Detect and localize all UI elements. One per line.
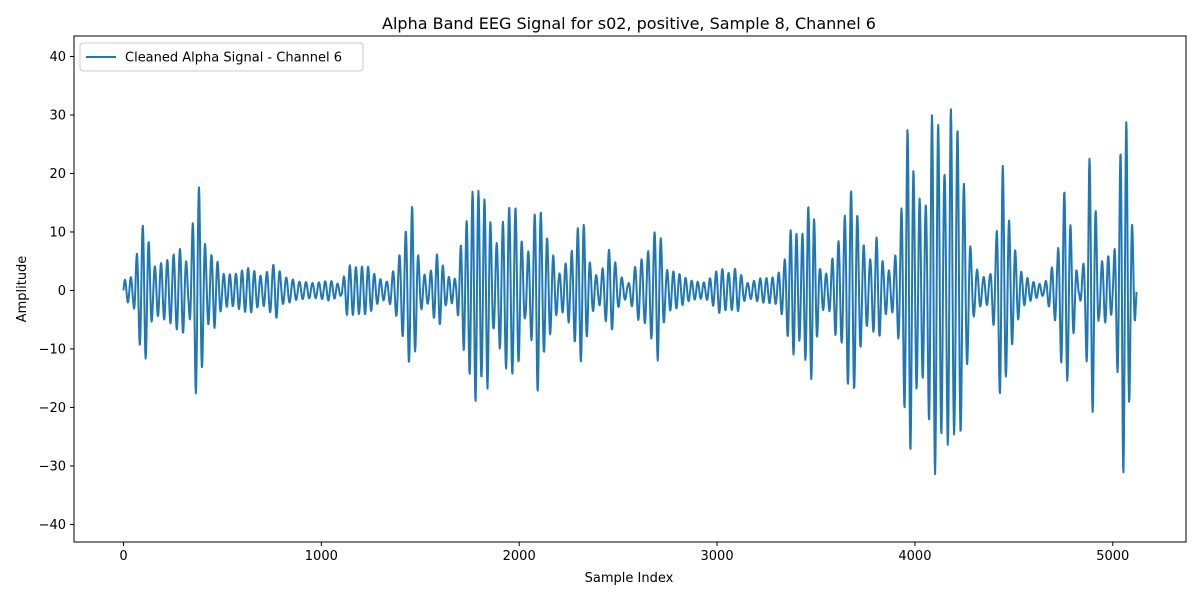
x-tick-label: 0 [119, 549, 127, 564]
y-tick-label: −10 [39, 342, 66, 357]
legend-label: Cleaned Alpha Signal - Channel 6 [125, 51, 342, 66]
y-tick-label: −20 [39, 401, 66, 416]
y-tick-label: 30 [49, 108, 66, 123]
x-axis-label: Sample Index [585, 571, 674, 586]
legend-box [79, 42, 364, 72]
x-tick-label: 1000 [305, 549, 338, 564]
y-tick-label: 20 [49, 167, 66, 182]
x-tick-label: 3000 [701, 549, 734, 564]
plot-frame [73, 35, 1187, 543]
chart-title: Alpha Band EEG Signal for s02, positive,… [382, 14, 876, 33]
legend: Cleaned Alpha Signal - Channel 6 [79, 42, 364, 72]
x-tick-label: 2000 [503, 549, 536, 564]
y-tick-label: 10 [49, 225, 66, 240]
y-tick-label: 0 [58, 284, 66, 299]
axes: 0 1000 2000 3000 4000 5000 −40 −30 −20 −10 0 10 20 30… [39, 50, 1130, 564]
y-tick-label: −30 [39, 459, 66, 474]
plot-area [122, 108, 1138, 476]
y-tick-label: 40 [49, 50, 66, 65]
x-tick-label: 5000 [1096, 549, 1129, 564]
y-axis-label: Amplitude [15, 256, 30, 323]
series-line-channel-6 [122, 108, 1138, 476]
x-tick-label: 4000 [898, 549, 931, 564]
y-tick-label: −40 [39, 518, 66, 533]
